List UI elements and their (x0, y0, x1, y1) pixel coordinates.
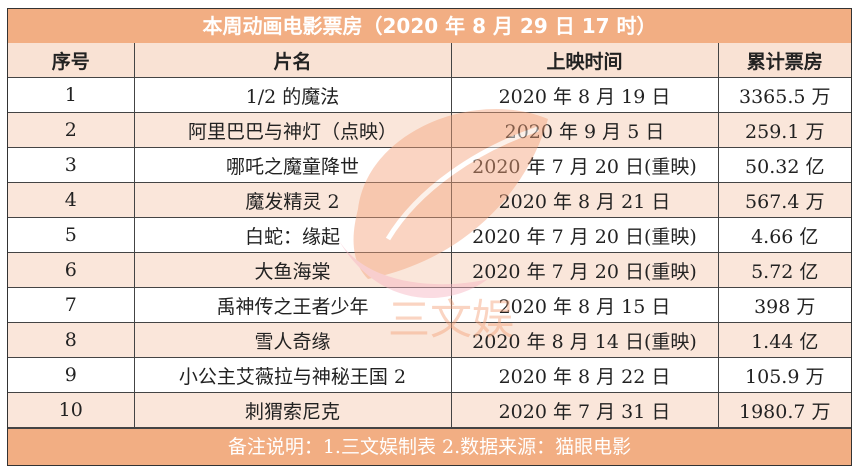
title-cell: 阿里巴巴与神灯（点映） (133, 112, 452, 148)
title-cell: 禹神传之王者少年 (133, 287, 452, 323)
rank-cell: 9 (8, 357, 135, 393)
table-title: 本周动画电影票房（2020 年 8 月 29 日 17 时） (8, 9, 851, 43)
rank-cell: 8 (8, 322, 135, 358)
release-date-cell: 2020 年 9 月 5 日 (450, 112, 719, 148)
box-office-table-panel: 本周动画电影票房（2020 年 8 月 29 日 17 时） 序号 片名 上映时… (7, 8, 852, 466)
rank-cell: 3 (8, 147, 135, 183)
column-header: 上映时间 (450, 43, 719, 78)
box-office-cell: 259.1 万 (717, 112, 851, 148)
release-date-cell: 2020 年 7 月 20 日(重映) (450, 252, 719, 288)
release-date-cell: 2020 年 8 月 19 日 (450, 77, 719, 113)
box-office-cell: 1.44 亿 (717, 322, 851, 358)
title-cell: 魔发精灵 2 (133, 182, 452, 218)
box-office-cell: 5.72 亿 (717, 252, 851, 288)
title-cell: 哪吒之魔童降世 (133, 147, 452, 183)
title-cell: 1/2 的魔法 (133, 77, 452, 113)
title-cell: 白蛇：缘起 (133, 217, 452, 253)
box-office-cell: 4.66 亿 (717, 217, 851, 253)
box-office-cell: 50.32 亿 (717, 147, 851, 183)
table-row: 10 刺猬索尼克 2020 年 7 月 31 日 1980.7 万 (8, 392, 851, 428)
box-office-cell: 567.4 万 (717, 182, 851, 218)
release-date-cell: 2020 年 7 月 31 日 (450, 392, 719, 428)
column-header: 累计票房 (717, 43, 851, 78)
release-date-cell: 2020 年 8 月 21 日 (450, 182, 719, 218)
release-date-cell: 2020 年 7 月 20 日(重映) (450, 217, 719, 253)
rank-cell: 10 (8, 392, 135, 428)
table-row: 3 哪吒之魔童降世 2020 年 7 月 20 日(重映) 50.32 亿 (8, 147, 851, 183)
title-cell: 小公主艾薇拉与神秘王国 2 (133, 357, 452, 393)
table-row: 5 白蛇：缘起 2020 年 7 月 20 日(重映) 4.66 亿 (8, 217, 851, 253)
box-office-cell: 1980.7 万 (717, 392, 851, 428)
release-date-cell: 2020 年 8 月 14 日(重映) (450, 322, 719, 358)
table-row: 7 禹神传之王者少年 2020 年 8 月 15 日 398 万 (8, 287, 851, 323)
rank-cell: 1 (8, 77, 135, 113)
table-row: 8 雪人奇缘 2020 年 8 月 14 日(重映) 1.44 亿 (8, 322, 851, 358)
table-row: 2 阿里巴巴与神灯（点映） 2020 年 9 月 5 日 259.1 万 (8, 112, 851, 148)
table-row: 6 大鱼海棠 2020 年 7 月 20 日(重映) 5.72 亿 (8, 252, 851, 288)
column-header: 序号 (8, 43, 135, 78)
rank-cell: 2 (8, 112, 135, 148)
release-date-cell: 2020 年 8 月 15 日 (450, 287, 719, 323)
box-office-cell: 3365.5 万 (717, 77, 851, 113)
table-footnote: 备注说明：1.三文娱制表 2.数据来源：猫眼电影 (8, 428, 851, 465)
title-cell: 雪人奇缘 (133, 322, 452, 358)
table-row: 9 小公主艾薇拉与神秘王国 2 2020 年 8 月 22 日 105.9 万 (8, 357, 851, 393)
table-row: 1 1/2 的魔法 2020 年 8 月 19 日 3365.5 万 (8, 77, 851, 113)
rank-cell: 6 (8, 252, 135, 288)
title-cell: 大鱼海棠 (133, 252, 452, 288)
header-row: 序号 片名 上映时间 累计票房 (8, 43, 851, 78)
table-row: 4 魔发精灵 2 2020 年 8 月 21 日 567.4 万 (8, 182, 851, 218)
title-cell: 刺猬索尼克 (133, 392, 452, 428)
rank-cell: 4 (8, 182, 135, 218)
column-header: 片名 (133, 43, 452, 78)
box-office-cell: 398 万 (717, 287, 851, 323)
rank-cell: 5 (8, 217, 135, 253)
rank-cell: 7 (8, 287, 135, 323)
release-date-cell: 2020 年 7 月 20 日(重映) (450, 147, 719, 183)
box-office-cell: 105.9 万 (717, 357, 851, 393)
release-date-cell: 2020 年 8 月 22 日 (450, 357, 719, 393)
